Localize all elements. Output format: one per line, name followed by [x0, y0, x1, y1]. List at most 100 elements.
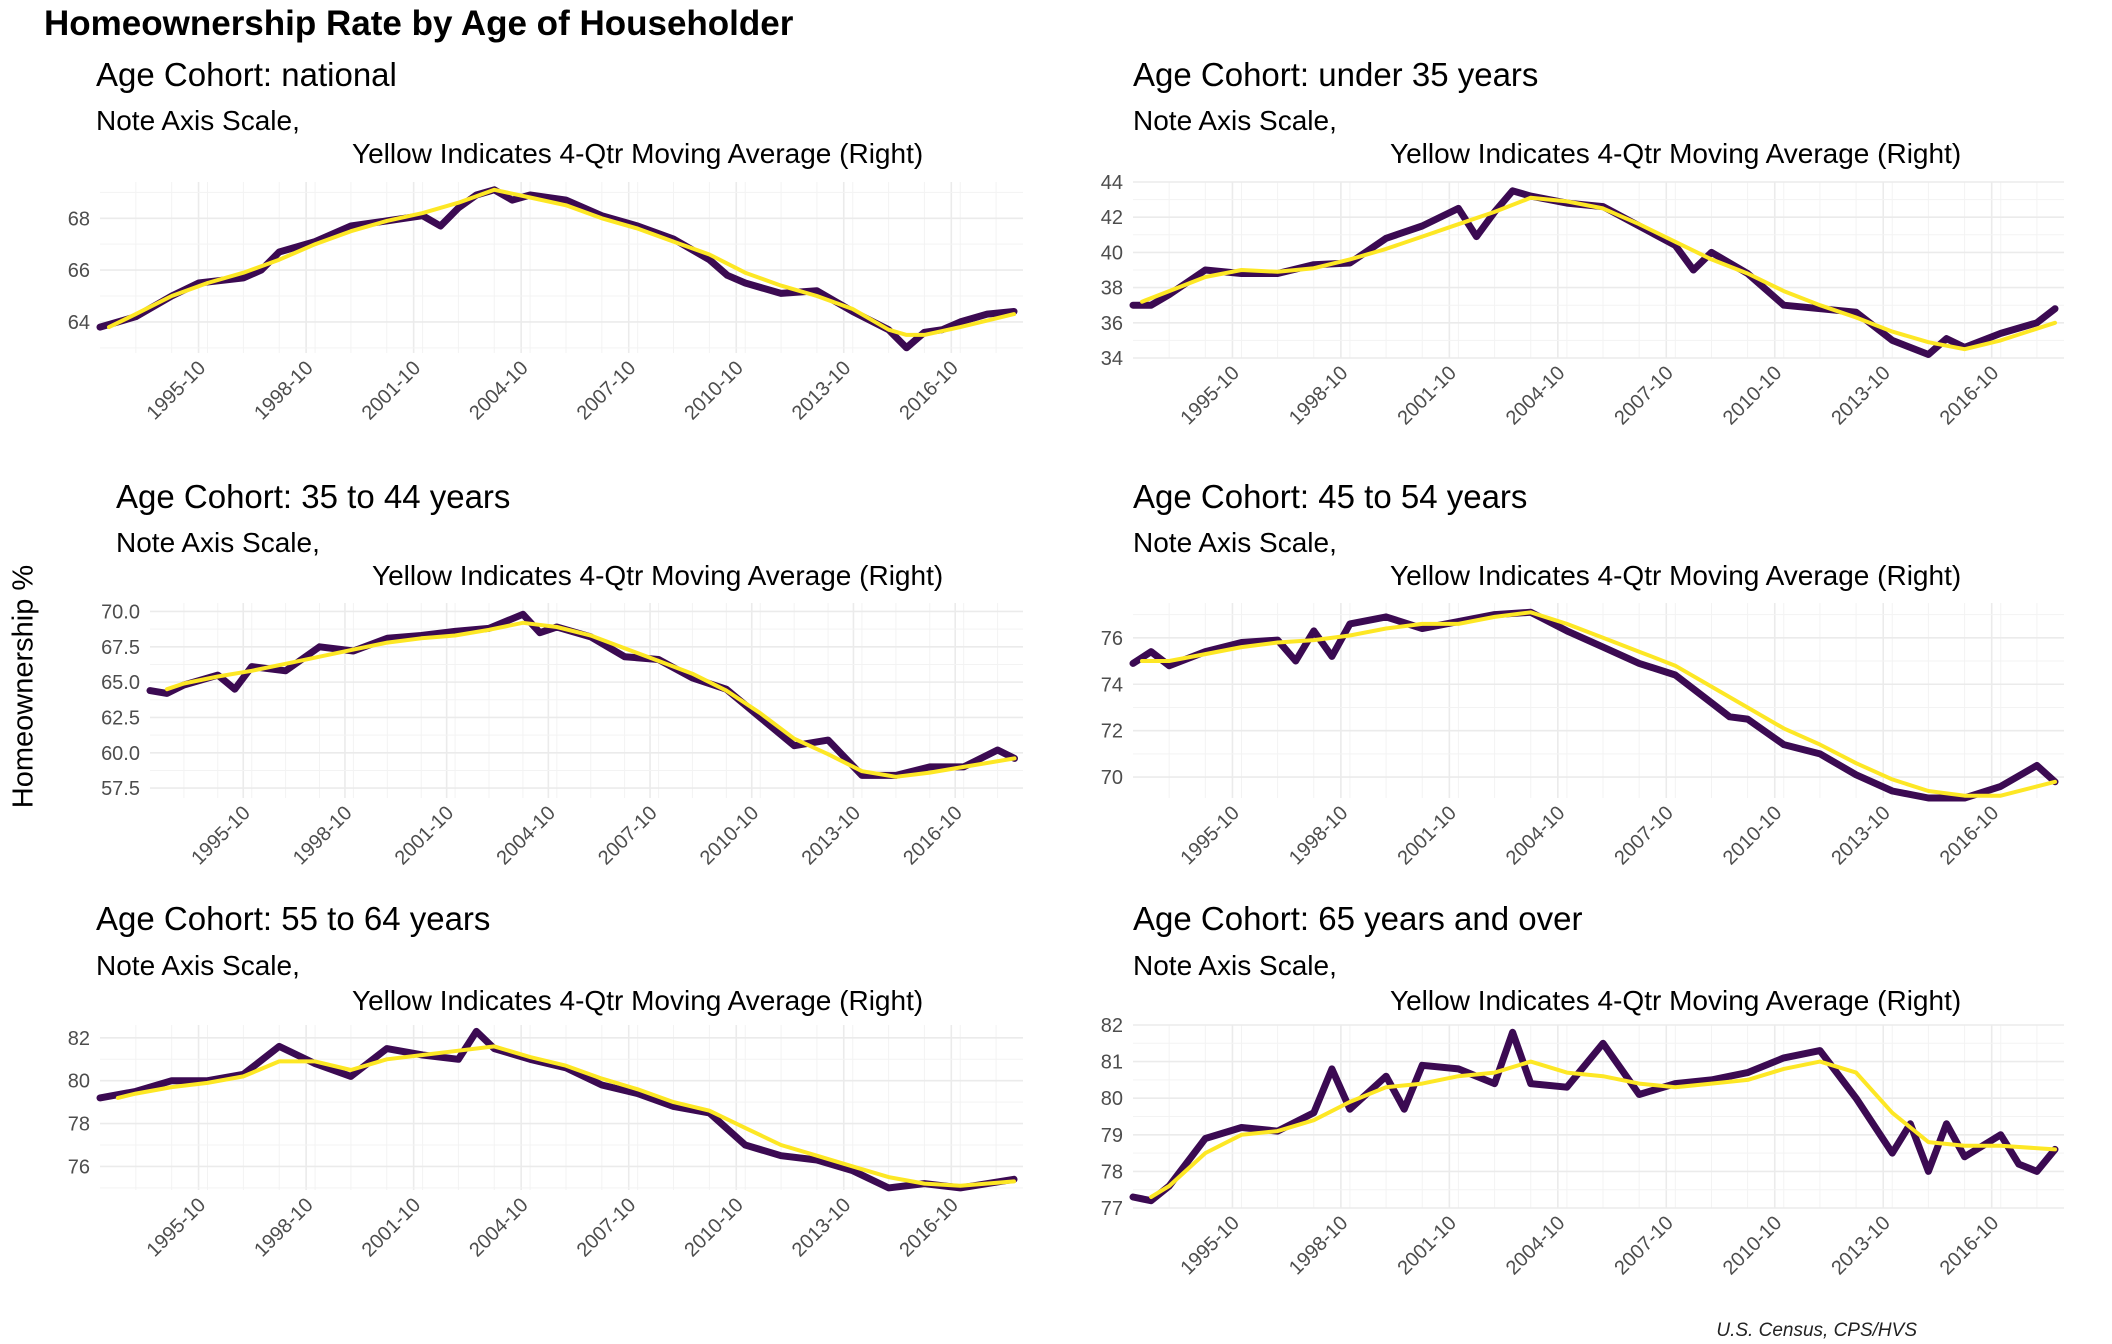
- x-tick-label: 1995-10: [143, 1194, 210, 1261]
- x-tick-label: 2010-10: [1719, 362, 1786, 429]
- series-line-moving-average: [1140, 610, 2057, 798]
- x-tick-label: 2010-10: [680, 357, 747, 424]
- x-tick-label: 2013-10: [798, 802, 865, 869]
- x-tick-label: 2007-10: [1610, 802, 1677, 869]
- y-tick-label: 57.5: [101, 778, 140, 800]
- panel-title: Age Cohort: 45 to 54 years: [1133, 478, 1528, 515]
- series-line-moving-average: [115, 1044, 1016, 1188]
- panel-title: Age Cohort: 65 years and over: [1133, 900, 1583, 937]
- x-tick-label: 1995-10: [1177, 1212, 1244, 1279]
- x-tick-label: 2007-10: [573, 357, 640, 424]
- series-line-rate: [1129, 608, 2059, 802]
- x-tick-label: 1995-10: [143, 357, 210, 424]
- x-tick-label: 2007-10: [594, 802, 661, 869]
- x-tick-label: 2016-10: [899, 802, 966, 869]
- x-tick-label: 2010-10: [680, 1194, 747, 1261]
- panel-subtitle-line1: Note Axis Scale,: [1133, 950, 1337, 981]
- y-tick-label: 68: [68, 208, 90, 230]
- y-tick-label: 70: [1101, 767, 1123, 789]
- series-line-rate: [146, 610, 1018, 779]
- y-tick-label: 72: [1101, 721, 1123, 743]
- y-tick-label: 62.5: [101, 707, 140, 729]
- x-tick-label: 2013-10: [1827, 802, 1894, 869]
- x-tick-label: 2016-10: [1936, 1212, 2003, 1279]
- x-tick-label: 2004-10: [465, 357, 532, 424]
- y-tick-label: 34: [1101, 348, 1123, 370]
- main-title: Homeownership Rate by Age of Householder: [44, 4, 794, 43]
- x-tick-label: 2007-10: [573, 1194, 640, 1261]
- y-tick-label: 67.5: [101, 637, 140, 659]
- panel-title: Age Cohort: under 35 years: [1133, 56, 1539, 93]
- x-tick-label: 2004-10: [1502, 1212, 1569, 1279]
- x-tick-label: 2001-10: [1393, 1212, 1460, 1279]
- x-tick-label: 2004-10: [465, 1194, 532, 1261]
- series-line-moving-average: [1140, 195, 2057, 352]
- panel-subtitle-line2: Yellow Indicates 4-Qtr Moving Average (R…: [372, 560, 944, 591]
- x-tick-label: 2013-10: [1827, 362, 1894, 429]
- x-tick-label: 2004-10: [1502, 362, 1569, 429]
- panel-5: 76 78 80 82 1995-10 1998-10 2001-10 2004-10 2007…: [68, 1025, 1023, 1261]
- x-tick-label: 1995-10: [1177, 802, 1244, 869]
- x-tick-label: 2001-10: [391, 802, 458, 869]
- panel-subtitle-line1: Note Axis Scale,: [1133, 527, 1337, 558]
- y-tick-label: 80: [68, 1071, 90, 1093]
- y-tick-label: 60.0: [101, 743, 140, 765]
- y-tick-label: 70.0: [101, 601, 140, 623]
- y-tick-label: 82: [68, 1028, 90, 1050]
- panel-subtitle-line2: Yellow Indicates 4-Qtr Moving Average (R…: [1390, 138, 1962, 169]
- panel-subtitle-line1: Note Axis Scale,: [96, 950, 300, 981]
- panel-2: 34 36 38 40 42 44 1995-10 1998-10 2001-10 2004-10…: [1101, 172, 2064, 429]
- x-tick-label: 2010-10: [1719, 802, 1786, 869]
- panel-subtitle-line2: Yellow Indicates 4-Qtr Moving Average (R…: [352, 985, 924, 1016]
- y-tick-label: 66: [68, 260, 90, 282]
- series-line-rate: [1129, 1028, 2059, 1205]
- source-caption: U.S. Census, CPS/HVS: [1716, 1320, 1917, 1341]
- panel-3: 57.5 60.0 62.5 65.0 67.5 70.0 1995-10 1998-10 20…: [101, 601, 1023, 869]
- y-tick-label: 76: [1101, 628, 1123, 650]
- y-tick-label: 40: [1101, 242, 1123, 264]
- series-line-moving-average: [107, 187, 1016, 337]
- x-tick-label: 2001-10: [1393, 802, 1460, 869]
- series-line-moving-average: [165, 620, 1017, 779]
- series-line-moving-average: [1149, 1059, 2057, 1199]
- y-tick-label: 74: [1101, 674, 1123, 696]
- y-tick-label: 76: [68, 1156, 90, 1178]
- y-tick-label: 81: [1101, 1052, 1123, 1074]
- panel-4: 70 72 74 76 1995-10 1998-10 2001-10 2004-10 2007…: [1101, 603, 2064, 869]
- x-tick-label: 2001-10: [1393, 362, 1460, 429]
- panel-subtitle-line2: Yellow Indicates 4-Qtr Moving Average (R…: [352, 138, 924, 169]
- y-tick-label: 65.0: [101, 672, 140, 694]
- x-tick-label: 1998-10: [250, 1194, 317, 1261]
- x-tick-label: 2013-10: [788, 357, 855, 424]
- y-tick-label: 77: [1101, 1198, 1123, 1220]
- x-tick-label: 2010-10: [1719, 1212, 1786, 1279]
- y-tick-label: 44: [1101, 172, 1123, 194]
- panel-title: Age Cohort: national: [96, 56, 397, 93]
- y-tick-label: 78: [68, 1114, 90, 1136]
- x-tick-label: 2010-10: [696, 802, 763, 869]
- x-tick-label: 2016-10: [895, 357, 962, 424]
- x-tick-label: 2007-10: [1610, 1212, 1677, 1279]
- x-tick-label: 2004-10: [1502, 802, 1569, 869]
- x-tick-label: 1995-10: [1177, 362, 1244, 429]
- x-tick-label: 2001-10: [358, 1194, 425, 1261]
- panel-subtitle-line1: Note Axis Scale,: [1133, 105, 1337, 136]
- y-tick-label: 36: [1101, 313, 1123, 335]
- y-tick-label: 64: [68, 312, 90, 334]
- panel-6: 77 78 79 80 81 82 1995-10 1998-10 2001-10 2004-10…: [1101, 1015, 2064, 1279]
- panel-1: 64 66 68 1995-10 1998-10 2001-10 2004-10 2007-1…: [68, 182, 1023, 424]
- x-tick-label: 2016-10: [895, 1194, 962, 1261]
- x-tick-label: 2013-10: [788, 1194, 855, 1261]
- y-tick-label: 38: [1101, 278, 1123, 300]
- panel-title: Age Cohort: 35 to 44 years: [116, 478, 511, 515]
- panel-subtitle-line2: Yellow Indicates 4-Qtr Moving Average (R…: [1390, 560, 1962, 591]
- series-line-rate: [96, 1027, 1018, 1192]
- panel-title: Age Cohort: 55 to 64 years: [96, 900, 491, 937]
- y-tick-label: 82: [1101, 1015, 1123, 1037]
- x-tick-label: 2016-10: [1936, 362, 2003, 429]
- panel-subtitle-line2: Yellow Indicates 4-Qtr Moving Average (R…: [1390, 985, 1962, 1016]
- y-tick-label: 79: [1101, 1125, 1123, 1147]
- x-tick-label: 2013-10: [1827, 1212, 1894, 1279]
